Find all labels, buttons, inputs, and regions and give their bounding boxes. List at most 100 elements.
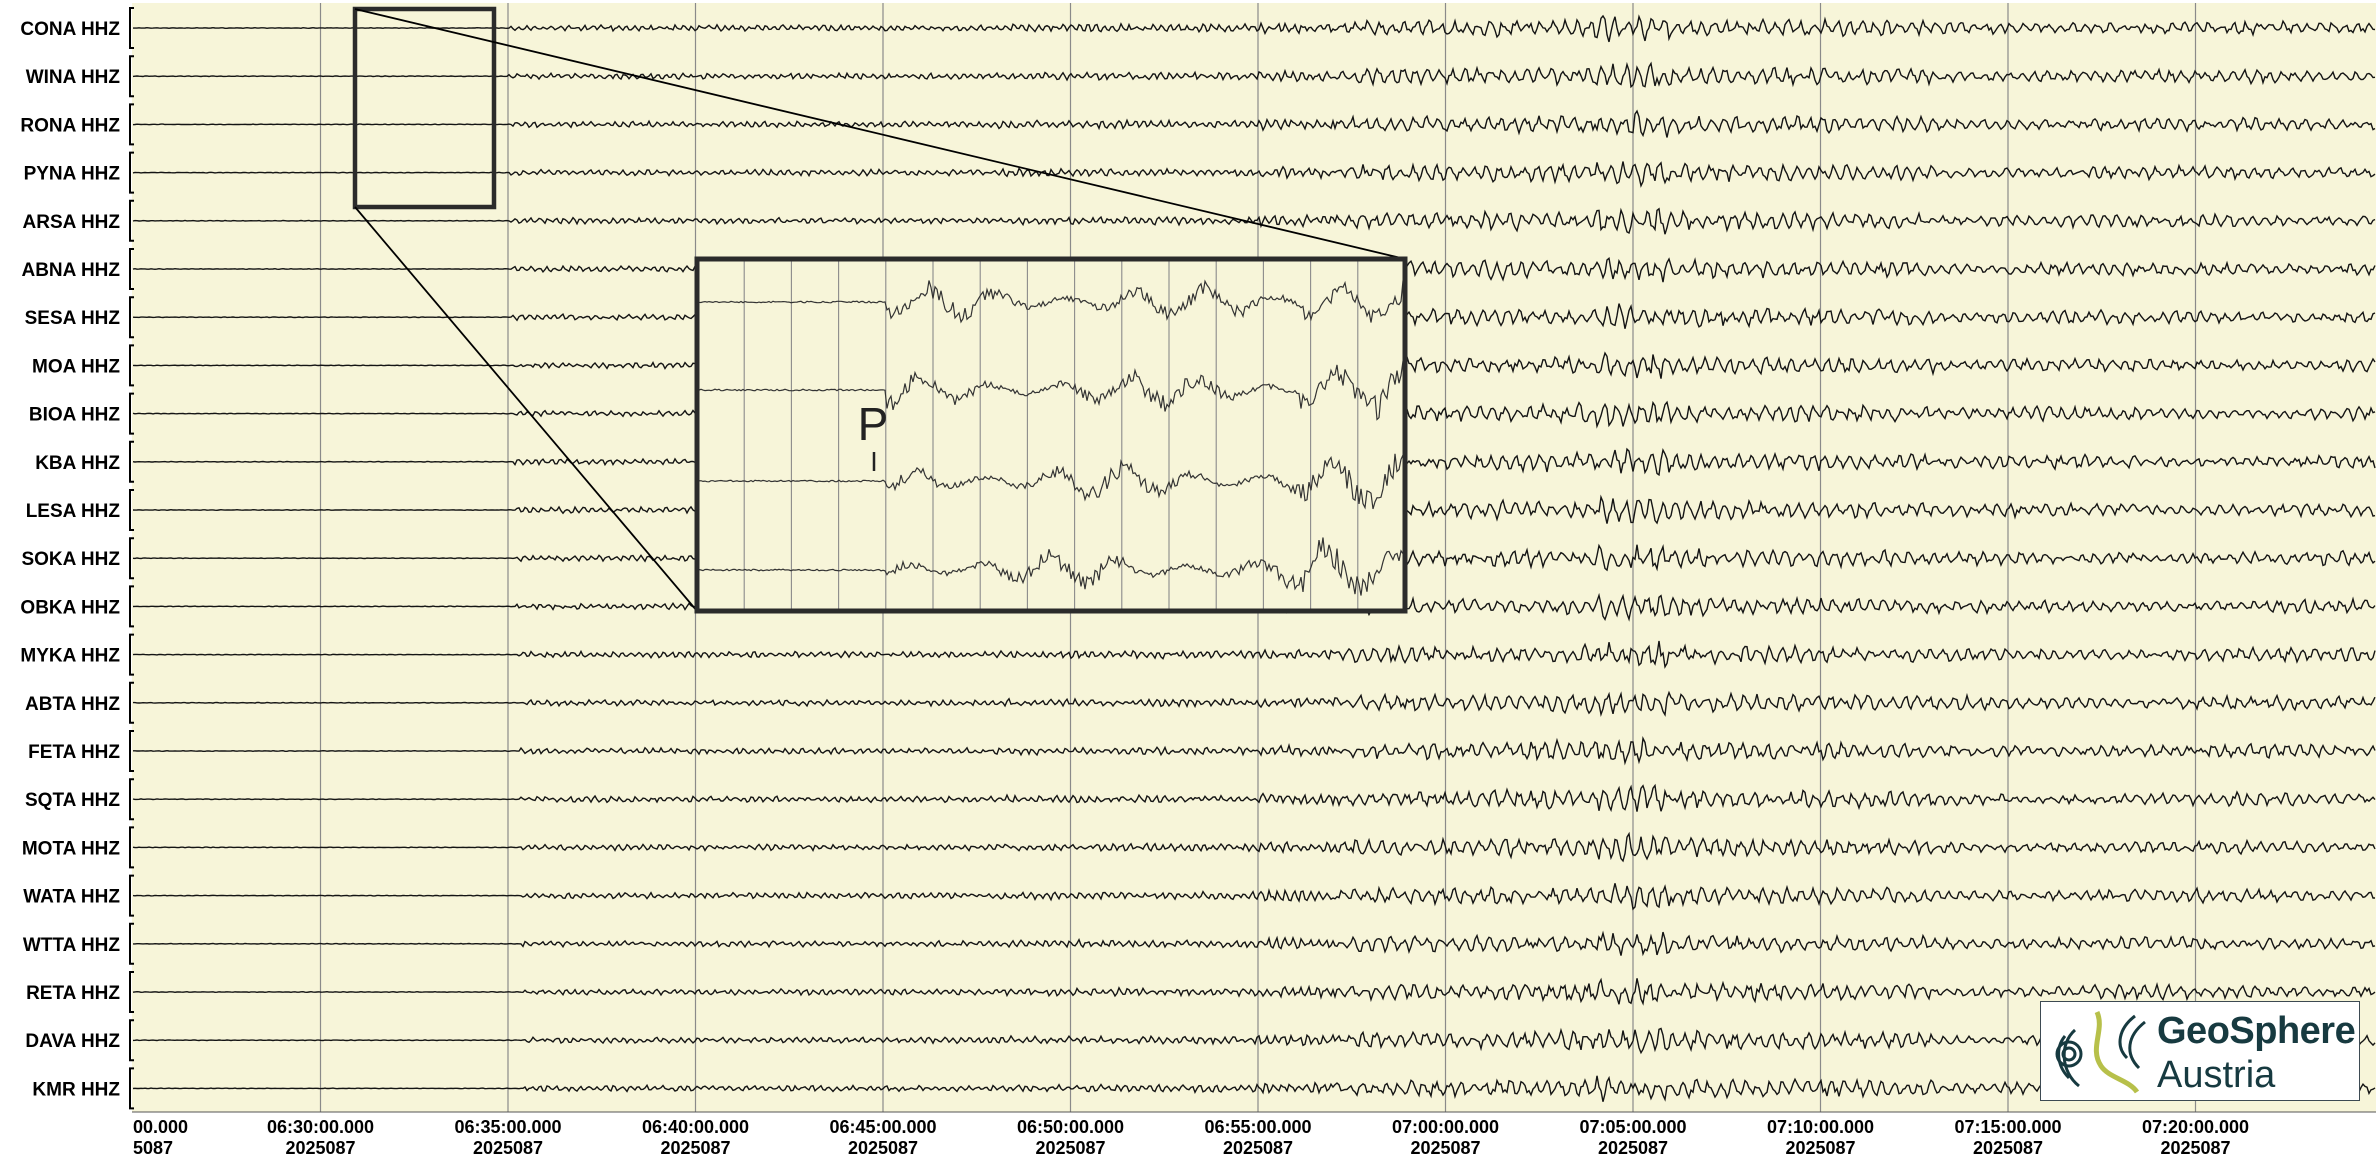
amplitude-scale-bar — [129, 1067, 134, 1110]
x-tick-date-label: 2025087 — [660, 1138, 730, 1158]
amplitude-scale-bar — [129, 681, 134, 724]
channel-label: CONA HHZ — [20, 19, 120, 40]
amplitude-scale-bar — [129, 103, 134, 146]
channel-label: RETA HHZ — [26, 983, 120, 1004]
amplitude-scale-bar — [129, 392, 134, 435]
amplitude-scale-bar — [129, 874, 134, 917]
channel-label: MOTA HHZ — [22, 838, 121, 859]
channel-label: SESA HHZ — [25, 308, 121, 329]
x-tick-date-label: 2025087 — [285, 1138, 355, 1158]
channel-label: PYNA HHZ — [24, 164, 121, 185]
x-tick-time-label: 07:20:00.000 — [2142, 1117, 2249, 1137]
channel-label: SOKA HHZ — [21, 549, 120, 570]
channel-label: KBA HHZ — [35, 453, 120, 474]
trace-abta — [133, 690, 2376, 718]
logo-text-geosphere: GeoSphere — [2157, 1010, 2356, 1052]
trace-dava — [132, 1027, 2376, 1055]
channel-label: DAVA HHZ — [25, 1031, 120, 1052]
trace-sqta — [132, 783, 2376, 813]
channel-label: MOA HHZ — [32, 356, 120, 377]
amplitude-scale-bar — [129, 585, 134, 628]
channel-label: MYKA HHZ — [20, 646, 120, 667]
amplitude-scale-bar — [129, 922, 134, 965]
amplitude-scale-bar — [129, 1019, 134, 1062]
x-tick-date-label: 2025087 — [1410, 1138, 1480, 1158]
amplitude-scale-bar — [129, 826, 134, 869]
channel-label: WTTA HHZ — [23, 935, 120, 956]
trace-mota — [132, 831, 2376, 863]
amplitude-scale-bar — [129, 248, 134, 290]
trace-cona — [133, 14, 2376, 43]
p-wave-pick-label: P — [858, 398, 889, 450]
zoom-connector-line — [354, 206, 698, 612]
channel-label: ABNA HHZ — [21, 260, 120, 281]
geosphere-logo-icon — [2055, 1010, 2146, 1094]
channel-label: KMR HHZ — [32, 1079, 120, 1100]
x-tick-date-label: 2025087 — [1785, 1138, 1855, 1158]
x-tick-time-label: 06:30:00.000 — [267, 1117, 374, 1137]
amplitude-scale-bar — [129, 730, 134, 772]
trace-wtta — [133, 930, 2376, 957]
x-tick-time-label: 07:10:00.000 — [1767, 1117, 1874, 1137]
x-tick-time-label: 00.000 — [133, 1117, 188, 1137]
x-tick-date-label: 2025087 — [473, 1138, 543, 1158]
amplitude-scale-bar — [129, 7, 134, 49]
amplitude-scale-bar — [129, 151, 134, 194]
x-tick-time-label: 07:15:00.000 — [1954, 1117, 2061, 1137]
trace-reta — [132, 977, 2376, 1006]
x-tick-time-label: 06:55:00.000 — [1204, 1117, 1311, 1137]
inset-plot-area — [697, 259, 1405, 611]
channel-label: ARSA HHZ — [23, 212, 121, 233]
x-tick-date-label: 2025087 — [1598, 1138, 1668, 1158]
x-tick-date-label: 2025087 — [1973, 1138, 2043, 1158]
trace-myka — [132, 640, 2376, 669]
trace-kmr — [132, 1075, 2376, 1102]
amplitude-scale-bar — [129, 296, 134, 339]
amplitude-scale-bar — [129, 440, 134, 483]
trace-arsa — [132, 207, 2376, 235]
label-panel — [0, 0, 132, 1118]
x-tick-date-label: 2025087 — [1223, 1138, 1293, 1158]
amplitude-scale-bar — [129, 55, 134, 98]
amplitude-scale-bar — [129, 344, 134, 387]
amplitude-scale-bar — [129, 537, 134, 580]
trace-wata — [132, 883, 2375, 911]
channel-label: BIOA HHZ — [29, 405, 121, 426]
x-tick-time-label: 06:45:00.000 — [829, 1117, 936, 1137]
x-tick-date-label: 5087 — [133, 1138, 173, 1158]
zoom-selection-box — [352, 6, 497, 210]
trace-pyna — [132, 161, 2376, 188]
channel-label: SQTA HHZ — [25, 790, 120, 811]
inset-trace — [696, 537, 1406, 596]
channel-label: FETA HHZ — [28, 742, 120, 763]
channel-label: LESA HHZ — [26, 501, 121, 522]
trace-wina — [132, 61, 2376, 89]
channel-label: WINA HHZ — [26, 67, 121, 88]
amplitude-scale-bar — [129, 778, 134, 821]
amplitude-scale-bar — [129, 199, 134, 242]
x-tick-date-label: 2025087 — [2160, 1138, 2230, 1158]
trace-rona — [132, 109, 2376, 138]
trace-feta — [133, 735, 2376, 766]
amplitude-scale-bar — [129, 633, 134, 676]
logo-text-austria: Austria — [2157, 1054, 2276, 1096]
channel-label: RONA HHZ — [20, 115, 120, 136]
x-tick-date-label: 2025087 — [848, 1138, 918, 1158]
x-tick-time-label: 07:00:00.000 — [1392, 1117, 1499, 1137]
x-tick-time-label: 06:50:00.000 — [1017, 1117, 1124, 1137]
channel-label: ABTA HHZ — [25, 694, 120, 715]
x-tick-time-label: 06:35:00.000 — [454, 1117, 561, 1137]
inset-trace — [696, 452, 1406, 510]
inset-trace — [696, 279, 1406, 324]
inset-frame — [694, 256, 1408, 614]
amplitude-scale-bar — [129, 971, 134, 1013]
channel-label: WATA HHZ — [23, 887, 120, 908]
x-tick-time-label: 07:05:00.000 — [1579, 1117, 1686, 1137]
inset-trace — [697, 360, 1406, 421]
channel-label: OBKA HHZ — [20, 597, 120, 618]
amplitude-scale-bar — [129, 489, 134, 531]
x-tick-time-label: 06:40:00.000 — [642, 1117, 749, 1137]
geosphere-austria-logo: GeoSphere Austria — [2040, 1001, 2360, 1101]
